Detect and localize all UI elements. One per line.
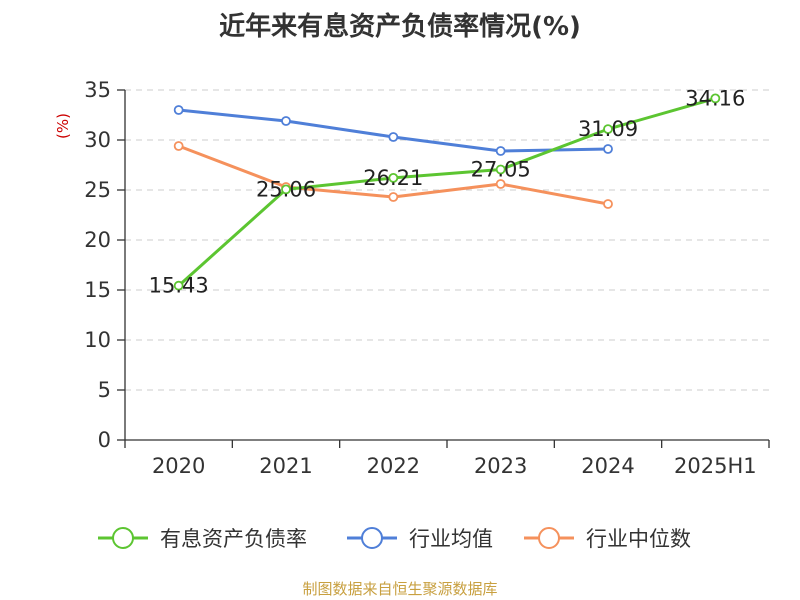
y-tick-label-15: 15	[84, 278, 111, 302]
data-labels: 15.43 25.06 26.21 27.05 31.09 34.16	[149, 86, 746, 297]
data-label-2024: 31.09	[578, 117, 638, 141]
series-1-point-2024	[603, 144, 613, 154]
x-tick-label-2021: 2021	[259, 454, 312, 478]
data-label-2022: 26.21	[363, 166, 423, 190]
series-0-point-2020	[173, 280, 184, 291]
chart-title: 近年来有息资产负债率情况(%)	[219, 11, 581, 42]
grid-lines	[125, 89, 769, 391]
y-tick-label-30: 30	[84, 128, 111, 152]
y-tick-label-5: 5	[98, 378, 111, 402]
legend-label-0: 有息资产负债率	[160, 527, 307, 551]
x-tick-label-2025H1: 2025H1	[674, 454, 757, 478]
data-label-2023: 27.05	[471, 158, 531, 182]
series-line-1	[178, 108, 609, 153]
legend-marker-1	[361, 527, 383, 549]
series-lines	[173, 93, 721, 291]
legend-label-2: 行业中位数	[586, 527, 691, 551]
series-0-point-2022	[388, 172, 399, 183]
data-label-2021: 25.06	[256, 177, 316, 201]
series-line-0	[177, 96, 716, 287]
series-2-point-2023	[495, 179, 506, 189]
legend-label-1: 行业均值	[409, 527, 493, 551]
series-1-point-2022	[388, 132, 399, 142]
y-tick-label-20: 20	[84, 228, 111, 252]
series-0-point-2023	[495, 164, 506, 175]
y-axis-label: (%)	[54, 113, 72, 139]
y-tick-label-35: 35	[84, 78, 111, 102]
x-tick-label-2024: 2024	[581, 454, 634, 478]
y-tick-label-25: 25	[84, 178, 111, 202]
x-tick-label-2023: 2023	[474, 454, 527, 478]
data-label-2025H1: 34.16	[685, 86, 745, 110]
axes: 0 5 10 15 20 25 30 35 2020 2021 2022 2023 2024 2025H1	[84, 78, 770, 478]
series-0-point-2024	[603, 124, 613, 135]
series-2-point-2020	[173, 141, 184, 151]
series-0-point-2025H1	[710, 93, 721, 104]
series-1-point-2021	[281, 116, 291, 126]
legend-marker-2	[538, 527, 560, 549]
series-0-point-2021	[281, 184, 291, 195]
y-tick-label-10: 10	[84, 328, 111, 352]
series-1-point-2023	[495, 146, 506, 156]
legend-marker-0	[112, 527, 134, 549]
data-label-2020: 15.43	[149, 274, 209, 298]
series-1-point-2020	[173, 105, 184, 115]
series-2-point-2022	[388, 192, 399, 202]
x-tick-label-2022: 2022	[367, 454, 420, 478]
x-tick-label-2020: 2020	[152, 454, 205, 478]
legend: 有息资产负债率 行业均值 行业中位数	[98, 527, 691, 551]
source-note: 制图数据来自恒生聚源数据库	[302, 580, 497, 598]
series-2-point-2024	[603, 199, 613, 209]
y-tick-label-0: 0	[98, 428, 111, 452]
